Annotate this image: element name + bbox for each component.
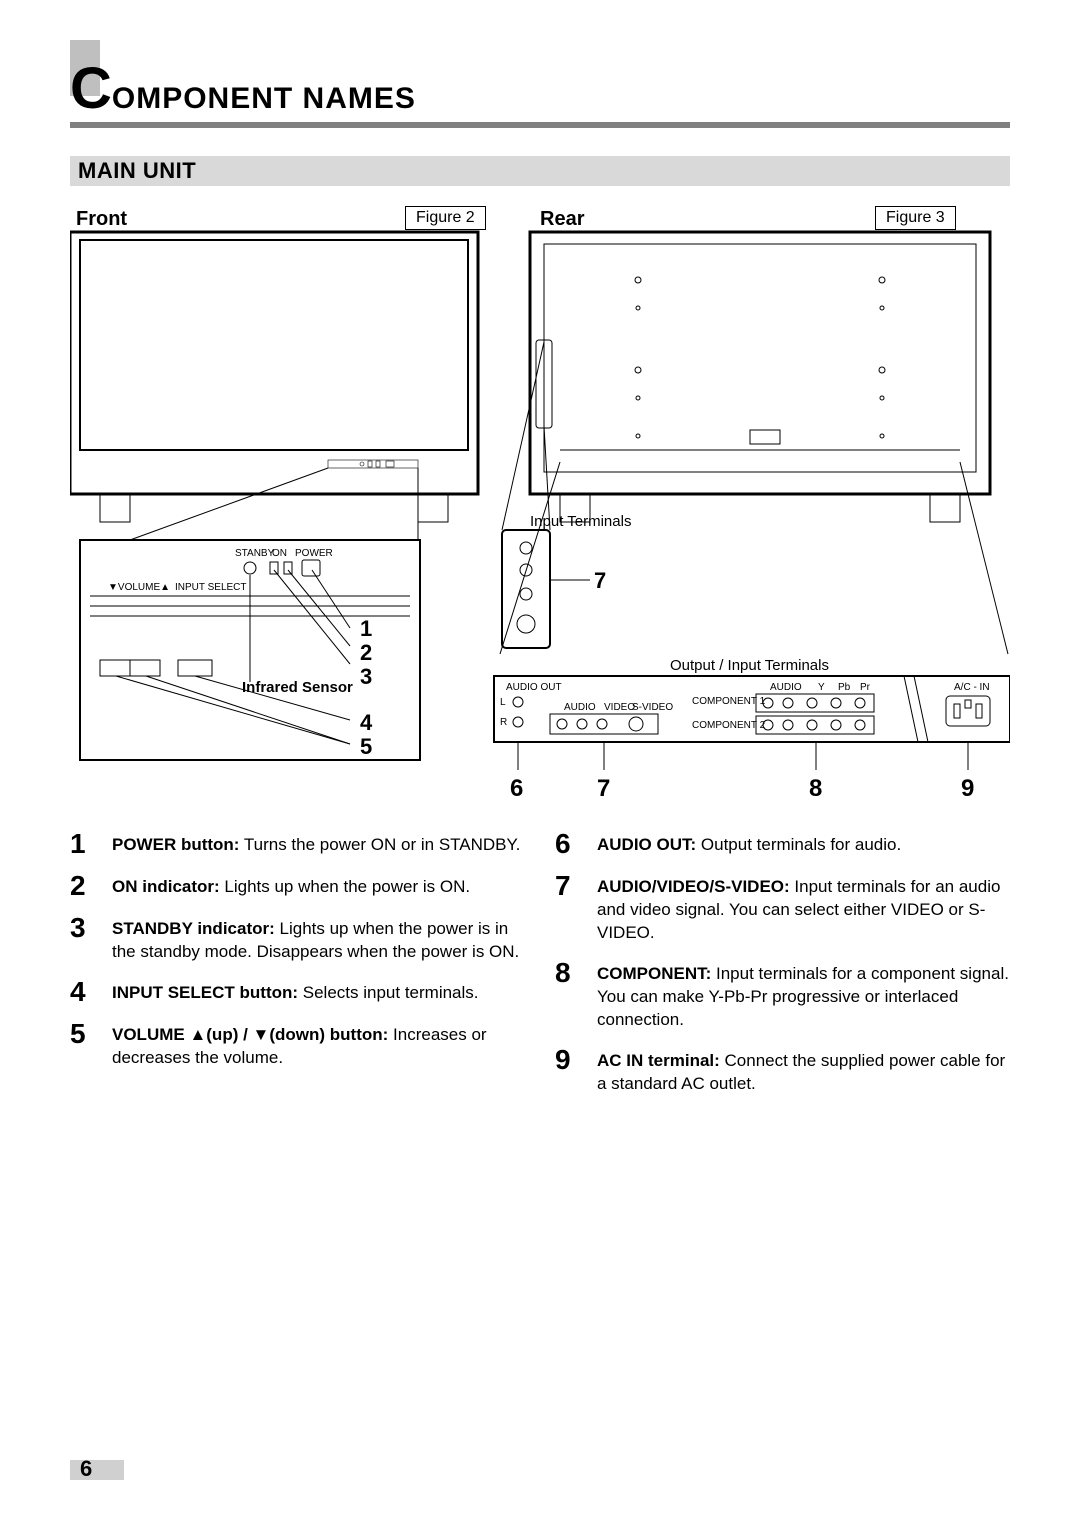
list-item-text: AUDIO/VIDEO/S-VIDEO: Input terminals for…	[597, 872, 1010, 945]
front-label: Front	[76, 208, 127, 231]
list-item-lead: ON indicator:	[112, 877, 220, 896]
list-item-number: 4	[70, 978, 112, 1006]
list-item: 5VOLUME ▲(up) / ▼(down) button: Increase…	[70, 1020, 525, 1070]
audio2-text: AUDIO	[770, 682, 802, 693]
marker-6: 6	[510, 775, 523, 802]
rear-label: Rear	[540, 208, 584, 231]
audio-text: AUDIO	[564, 702, 596, 713]
r-text: R	[500, 717, 507, 728]
chapter-title: COMPONENT NAMES	[70, 60, 416, 118]
list-item-text: AUDIO OUT: Output terminals for audio.	[597, 830, 901, 858]
marker-7: 7	[597, 775, 610, 802]
chapter-first-letter: C	[70, 56, 112, 121]
marker-5: 5	[360, 734, 372, 759]
acin-text: A/C - IN	[954, 682, 990, 693]
list-item-lead: INPUT SELECT button:	[112, 983, 298, 1002]
list-item-body: Output terminals for audio.	[696, 835, 901, 854]
pr-text: Pr	[860, 682, 871, 693]
infrared-sensor-label: Infrared Sensor	[242, 679, 353, 696]
pb-text: Pb	[838, 682, 851, 693]
list-item-number: 8	[555, 959, 597, 1032]
list-item-text: COMPONENT: Input terminals for a compone…	[597, 959, 1010, 1032]
marker-3: 3	[360, 664, 372, 689]
figure-3-tag: Figure 3	[875, 206, 956, 230]
list-item-text: POWER button: Turns the power ON or in S…	[112, 830, 520, 858]
video-text: VIDEO	[604, 702, 635, 713]
list-item-text: AC IN terminal: Connect the supplied pow…	[597, 1046, 1010, 1096]
list-item-text: ON indicator: Lights up when the power i…	[112, 872, 470, 900]
list-item: 7AUDIO/VIDEO/S-VIDEO: Input terminals fo…	[555, 872, 1010, 945]
list-item-body: Turns the power ON or in STANDBY.	[239, 835, 520, 854]
page-number-bar	[70, 1460, 124, 1480]
marker-2: 2	[360, 640, 372, 665]
list-item-lead: STANDBY indicator:	[112, 919, 275, 938]
rear-input-terminals: Input Terminals 7	[502, 513, 631, 648]
list-item-body: Selects input terminals.	[298, 983, 478, 1002]
marker-1: 1	[360, 616, 372, 641]
chapter-rest: OMPONENT NAMES	[112, 82, 416, 115]
front-detail: STANBY ON POWER ▼VOLUME▲ INPUT SELECT In…	[80, 540, 420, 760]
list-item-body: Lights up when the power is ON.	[220, 877, 470, 896]
list-item: 3STANDBY indicator: Lights up when the p…	[70, 914, 525, 964]
component1-text: COMPONENT 1	[692, 696, 766, 707]
section-title: MAIN UNIT	[78, 158, 196, 184]
list-item-lead: AUDIO OUT:	[597, 835, 696, 854]
section-bar	[70, 156, 1010, 186]
list-item-number: 7	[555, 872, 597, 945]
title-rule	[70, 122, 1010, 128]
list-item-number: 3	[70, 914, 112, 964]
audio-out-text: AUDIO OUT	[506, 682, 562, 693]
svideo-text: S-VIDEO	[632, 702, 673, 713]
list-item-lead: VOLUME ▲(up) / ▼(down) button:	[112, 1025, 388, 1044]
bottom-markers: 6 7 8 9	[510, 742, 974, 802]
list-item-number: 2	[70, 872, 112, 900]
list-item-text: INPUT SELECT button: Selects input termi…	[112, 978, 479, 1006]
rear-monitor	[500, 232, 1008, 654]
y-text: Y	[818, 682, 825, 693]
marker-8: 8	[809, 775, 822, 802]
component-list: 1POWER button: Turns the power ON or in …	[70, 830, 1010, 1110]
list-item-number: 9	[555, 1046, 597, 1096]
page-number: 6	[80, 1456, 92, 1482]
volume-text: ▼VOLUME▲	[108, 582, 170, 593]
output-input-label: Output / Input Terminals	[670, 657, 829, 674]
list-item: 9AC IN terminal: Connect the supplied po…	[555, 1046, 1010, 1096]
list-item-lead: POWER button:	[112, 835, 239, 854]
figure-2-tag: Figure 2	[405, 206, 486, 230]
component2-text: COMPONENT 2	[692, 720, 766, 731]
page: COMPONENT NAMES MAIN UNIT Front Rear Fig…	[0, 0, 1080, 1526]
list-item-number: 6	[555, 830, 597, 858]
list-item-lead: AC IN terminal:	[597, 1051, 720, 1070]
list-right-col: 6AUDIO OUT: Output terminals for audio.7…	[555, 830, 1010, 1110]
input-terminals-label: Input Terminals	[530, 513, 631, 530]
list-item-lead: AUDIO/VIDEO/S-VIDEO:	[597, 877, 790, 896]
list-left-col: 1POWER button: Turns the power ON or in …	[70, 830, 525, 1110]
rear-output-input-terminals: Output / Input Terminals AUDIO OUT L R A…	[494, 657, 1010, 742]
list-item: 8COMPONENT: Input terminals for a compon…	[555, 959, 1010, 1032]
marker-7b: 7	[594, 568, 606, 593]
list-item-number: 1	[70, 830, 112, 858]
power-text: POWER	[295, 548, 333, 559]
list-item-lead: COMPONENT:	[597, 964, 711, 983]
list-item: 2ON indicator: Lights up when the power …	[70, 872, 525, 900]
stanby-text: STANBY	[235, 548, 275, 559]
marker-4: 4	[360, 710, 373, 735]
front-monitor	[70, 232, 478, 540]
l-text: L	[500, 697, 506, 708]
list-item: 6AUDIO OUT: Output terminals for audio.	[555, 830, 1010, 858]
list-item: 1POWER button: Turns the power ON or in …	[70, 830, 525, 858]
list-item-number: 5	[70, 1020, 112, 1070]
list-item-text: STANDBY indicator: Lights up when the po…	[112, 914, 525, 964]
list-item-text: VOLUME ▲(up) / ▼(down) button: Increases…	[112, 1020, 525, 1070]
diagram-svg: STANBY ON POWER ▼VOLUME▲ INPUT SELECT In…	[70, 230, 1010, 820]
list-item: 4INPUT SELECT button: Selects input term…	[70, 978, 525, 1006]
marker-9: 9	[961, 775, 974, 802]
input-select-text: INPUT SELECT	[175, 582, 247, 593]
on-text: ON	[272, 548, 287, 559]
